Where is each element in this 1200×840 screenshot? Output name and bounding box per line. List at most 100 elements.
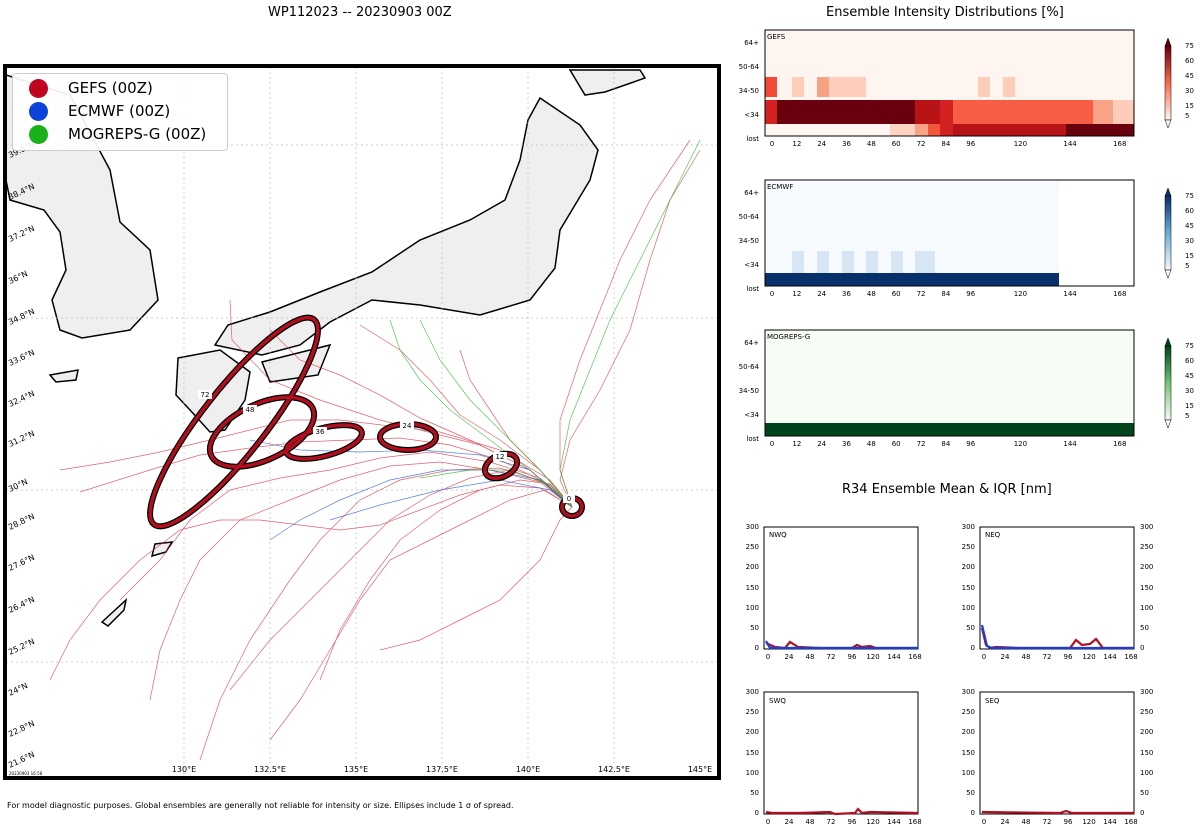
r34-x-tick: 144 [887,818,901,826]
legend-mogreps: MOGREPS-G (00Z) [29,123,206,145]
r34-x-tick: 24 [1000,653,1010,661]
colorbar-mogreps [1164,337,1172,429]
heatmap-x-tick: 72 [916,290,926,298]
r34-y-tick: 300 [961,688,975,696]
heatmap-x-tick: 84 [941,140,951,148]
r34-x-tick: 96 [847,818,857,826]
r34-y-tick: 250 [745,708,759,717]
colorbar-tick: 45 [1185,372,1194,380]
heatmap-y-tick: lost [746,435,759,443]
r34-y-tick: 250 [961,708,975,717]
heatmap-x-tick: 24 [817,290,827,298]
heatmap-x-tick: 144 [1063,440,1077,448]
heatmap-x-tick: 36 [842,140,851,148]
heatmap-x-tick: 60 [891,440,901,448]
r34-y-tick: 200 [1140,563,1154,572]
intensity-title: Ensemble Intensity Distributions [%] [826,5,1064,20]
r34-y-tick: 150 [961,748,975,757]
r34-y-tick: 300 [745,688,759,696]
heatmap-x-tick: 84 [941,440,951,448]
r34-x-tick: 24 [1000,818,1010,826]
r34-x-tick: 48 [1021,818,1031,826]
colorbar-tick: 30 [1185,87,1194,95]
r34-x-tick: 48 [1021,653,1031,661]
footer-note: For model diagnostic purposes. Global en… [7,801,514,810]
r34-y-tick: 250 [1140,543,1154,552]
heatmap-x-tick: 168 [1113,290,1127,298]
heatmap-y-tick: 50-64 [738,213,759,221]
lon-label: 142.5°E [598,765,630,774]
heatmap-y-tick: <34 [744,111,759,119]
r34-y-tick: 200 [745,728,759,737]
r34-y-tick: 250 [745,543,759,552]
r34-y-tick: 150 [745,748,759,757]
heatmap-x-tick: 120 [1013,140,1028,148]
r34-x-tick: 0 [765,818,771,826]
heatmap-x-tick: 48 [866,440,876,448]
r34-y-tick: 250 [961,543,975,552]
r34-y-tick: 50 [966,788,975,797]
colorbar-tick: 15 [1185,402,1194,410]
r34-x-tick: 120 [1082,653,1096,661]
heatmap-x-tick: 168 [1113,140,1127,148]
lon-label: 132.5°E [254,765,286,774]
r34-x-tick: 48 [805,818,815,826]
colorbar-tick: 5 [1185,262,1190,270]
colorbar-tick: 75 [1185,42,1194,50]
r34-y-tick: 0 [970,644,975,652]
heatmap-y-tick: 50-64 [738,363,759,371]
heatmap-ecmwf [764,179,1135,287]
r34-y-tick: 200 [961,728,975,737]
lon-label: 140°E [516,765,540,774]
r34-x-tick: 96 [1063,653,1073,661]
colorbar-tick: 5 [1185,112,1190,120]
ellipse-label-48: 48 [246,406,255,414]
heatmap-y-tick: <34 [744,261,759,269]
heatmap-x-tick: 72 [916,140,926,148]
colorbar-tick: 5 [1185,412,1190,420]
lon-label: 145°E [688,765,712,774]
heatmap-x-tick: 24 [817,440,827,448]
colorbar-tick: 15 [1185,102,1194,110]
heatmap-x-tick: 36 [842,440,851,448]
heatmap-x-tick: 48 [866,290,876,298]
heatmap-y-tick: 34-50 [738,387,759,395]
r34-y-tick: 200 [745,563,759,572]
colorbar-tick: 60 [1185,57,1194,65]
ellipse-label-24: 24 [403,422,412,430]
r34-y-tick: 0 [754,644,759,652]
r34-x-tick: 0 [981,818,987,826]
colorbar-tick: 75 [1185,342,1194,350]
timestamp: 20230903 16:58 [9,771,43,776]
heatmap-x-tick: 0 [769,440,775,448]
ecmwf-marker-icon [29,102,48,121]
panel-label-gefs: GEFS [767,33,786,41]
r34-y-tick: 300 [745,523,759,531]
r34-x-tick: 120 [866,653,880,661]
heatmap-y-tick: 34-50 [738,87,759,95]
r34-y-tick: 50 [750,788,759,797]
r34-y-tick: 50 [1140,788,1149,797]
heatmap-x-tick: 0 [769,140,775,148]
colorbar-tick: 45 [1185,222,1194,230]
heatmap-y-tick: lost [746,285,759,293]
r34-y-tick: 100 [745,768,759,777]
heatmap-y-tick: 50-64 [738,63,759,71]
r34-x-tick: 72 [1042,653,1052,661]
heatmap-y-tick: <34 [744,411,759,419]
r34-x-tick: 96 [847,653,857,661]
panel-label-nwq: NWQ [769,531,787,539]
lon-label: 137.5°E [426,765,458,774]
panel-label-swq: SWQ [769,697,786,705]
heatmap-gefs [764,29,1135,137]
r34-y-tick: 100 [745,603,759,612]
heatmap-x-tick: 96 [966,140,976,148]
colorbar-ecmwf [1164,187,1172,279]
ellipse-label-0: 0 [567,495,571,503]
r34-x-tick: 144 [1103,818,1117,826]
r34-y-tick: 100 [1140,768,1154,777]
ellipse-label-72: 72 [201,391,210,399]
colorbar-tick: 45 [1185,72,1194,80]
heatmap-y-tick: 34-50 [738,237,759,245]
r34-x-tick: 120 [866,818,880,826]
